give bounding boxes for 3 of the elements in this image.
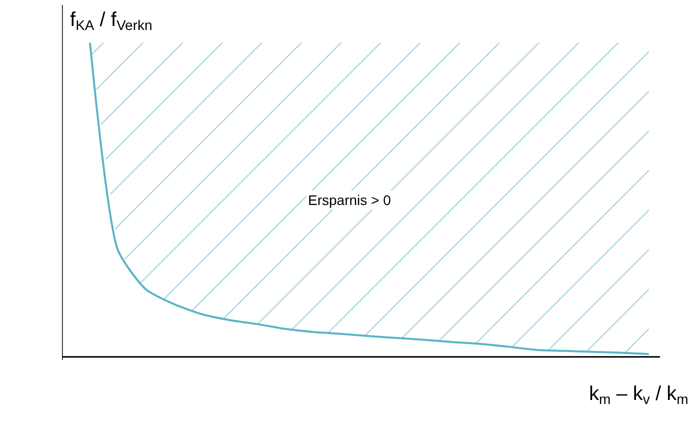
- annotation: Ersparnis > 0: [308, 192, 392, 208]
- x-axis-title: k$_{m}$ – k$_{v}$ / k$_{m}$: [589, 383, 688, 408]
- y-axis-title: f$_{KA}$ / f$_{Verkn}$: [70, 9, 152, 34]
